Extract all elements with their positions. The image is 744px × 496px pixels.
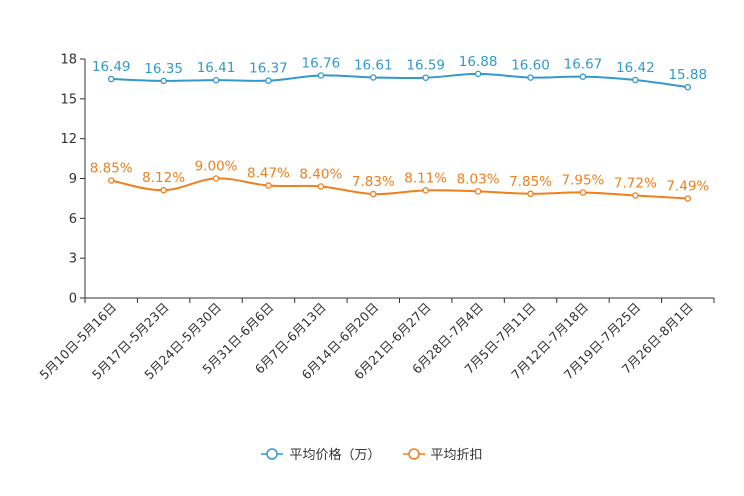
y-tick-label: 9 xyxy=(69,172,77,187)
y-tick-label: 3 xyxy=(69,252,77,267)
legend-discount-symbol-icon xyxy=(402,447,425,460)
legend-discount-label: 平均折扣 xyxy=(430,448,483,463)
data-label: 16.35 xyxy=(144,61,183,77)
y-tick-label: 6 xyxy=(69,212,77,227)
y-tick-label: 18 xyxy=(60,53,77,68)
legend-price-symbol-icon xyxy=(261,447,284,460)
data-point xyxy=(422,187,429,194)
data-point xyxy=(527,190,534,198)
data-point xyxy=(632,192,639,199)
data-label: 16.76 xyxy=(302,55,341,71)
series-line xyxy=(111,72,688,89)
data-label: 15.88 xyxy=(668,67,707,83)
data-point xyxy=(422,74,429,81)
data-label: 16.59 xyxy=(406,58,445,74)
data-point xyxy=(160,186,167,194)
data-point xyxy=(474,188,482,195)
data-label: 9.00% xyxy=(195,159,238,175)
legend-item-price[interactable]: 平均价格（万） xyxy=(261,444,381,463)
series-1: 8.85% 8.12% 9.00% 8.47% 8.40% 7.83% 8.11% 8.03%… xyxy=(90,159,709,202)
data-point xyxy=(265,182,272,189)
data-label: 16.37 xyxy=(249,61,288,77)
legend: 平均价格（万） 平均折扣 xyxy=(0,444,744,463)
data-label: 8.03% xyxy=(457,171,500,187)
data-point xyxy=(317,72,325,79)
data-label: 7.72% xyxy=(614,175,657,191)
data-label: 7.95% xyxy=(562,172,605,188)
axes: 03691215185月10日-5月16日5月17日-5月23日5月24日-5月… xyxy=(36,53,715,382)
line-chart: 03691215185月10日-5月16日5月17日-5月23日5月24日-5月… xyxy=(36,53,715,382)
data-point xyxy=(370,74,377,81)
data-point xyxy=(265,77,272,84)
legend-price-label: 平均价格（万） xyxy=(289,448,381,463)
data-point xyxy=(527,74,534,81)
data-label: 8.40% xyxy=(299,166,342,182)
data-label: 8.12% xyxy=(142,170,185,186)
data-point xyxy=(160,77,167,85)
legend-item-discount[interactable]: 平均折扣 xyxy=(402,444,483,463)
series-layer: 16.49 16.35 16.41 16.37 16.76 16.61 16.59 16.88… xyxy=(90,54,709,202)
data-label: 7.85% xyxy=(509,174,552,190)
data-point xyxy=(632,76,639,84)
y-tick-label: 12 xyxy=(60,132,77,147)
data-label: 8.47% xyxy=(247,166,290,182)
data-label: 8.11% xyxy=(404,170,447,186)
data-label: 16.61 xyxy=(354,57,393,73)
series-0: 16.49 16.35 16.41 16.37 16.76 16.61 16.59 16.88… xyxy=(92,54,707,91)
data-point xyxy=(317,183,325,190)
series-line xyxy=(111,177,688,200)
data-label: 8.85% xyxy=(90,160,133,176)
data-point xyxy=(684,195,692,202)
data-label: 16.42 xyxy=(616,60,655,76)
data-point xyxy=(579,73,587,80)
y-tick-label: 0 xyxy=(69,292,77,307)
data-label: 7.49% xyxy=(666,179,709,195)
data-point xyxy=(474,70,482,78)
data-point xyxy=(107,75,115,83)
data-point xyxy=(107,177,115,184)
data-label: 16.60 xyxy=(511,58,550,74)
data-point xyxy=(212,175,220,182)
data-point xyxy=(212,76,220,84)
data-label: 16.88 xyxy=(459,54,498,70)
data-label: 7.83% xyxy=(352,174,395,190)
data-label: 16.67 xyxy=(564,57,603,73)
data-point xyxy=(370,190,377,198)
data-label: 16.49 xyxy=(92,59,131,75)
data-label: 16.41 xyxy=(197,60,236,76)
data-point xyxy=(579,189,587,196)
data-point xyxy=(684,83,692,91)
y-tick-label: 15 xyxy=(60,92,77,107)
